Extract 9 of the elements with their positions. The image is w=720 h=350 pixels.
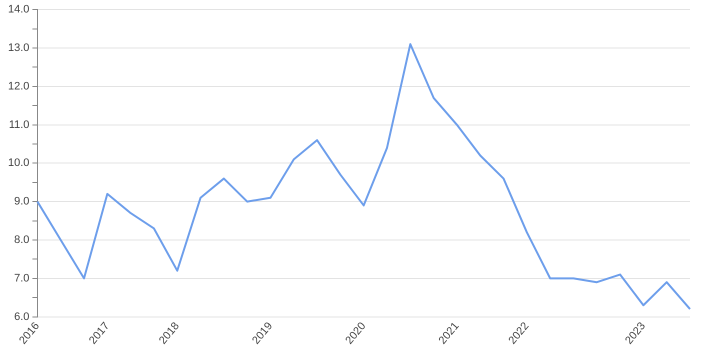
y-tick-label: 13.0 <box>8 42 30 54</box>
y-tick-label: 12.0 <box>8 80 30 92</box>
y-tick-label: 8.0 <box>14 234 30 246</box>
y-tick-label: 7.0 <box>14 272 30 284</box>
y-tick-label: 11.0 <box>8 118 30 131</box>
y-tick-label: 10.0 <box>8 157 30 170</box>
y-tick-label: 6.0 <box>14 310 30 323</box>
y-tick-label: 14.0 <box>8 4 30 16</box>
y-tick-label: 9.0 <box>14 196 30 208</box>
